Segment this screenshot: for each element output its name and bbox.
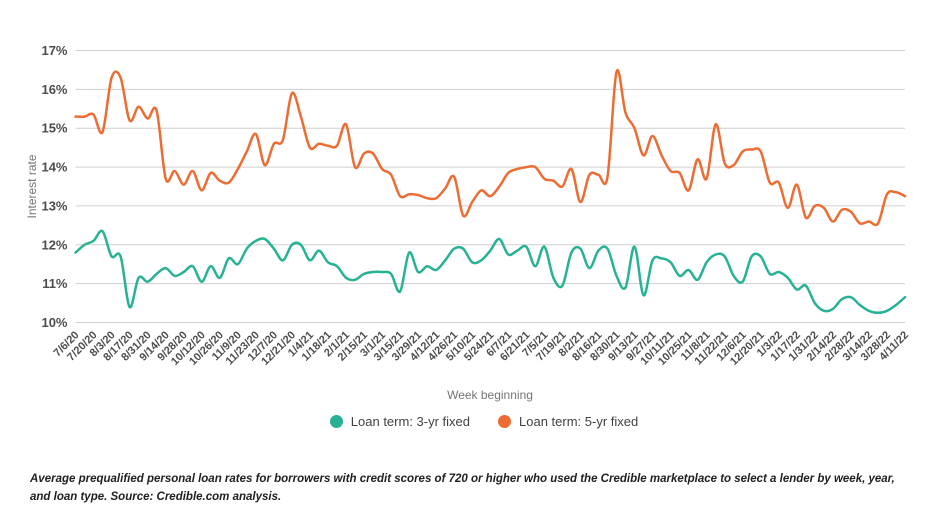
chart-plot-area: 10% 11% 12% 13% 14% 15% 16% 17% 7/6/207/20/208/… xyxy=(25,43,912,402)
y-axis-title: Interest rate xyxy=(25,154,39,218)
chart-legend: Loan term: 3-yr fixed Loan term: 5-yr fi… xyxy=(18,414,932,429)
x-tick-labels: 7/6/207/20/208/3/208/17/208/31/209/14/20… xyxy=(52,329,912,368)
y-tick-label: 13% xyxy=(41,198,67,213)
y-tick-label: 15% xyxy=(41,121,67,136)
x-axis-title: Week beginning xyxy=(447,388,533,402)
legend-label-5yr: Loan term: 5-yr fixed xyxy=(519,414,639,429)
legend-item-3yr-fixed: Loan term: 3-yr fixed xyxy=(329,414,470,429)
line-5yr-fixed xyxy=(74,68,907,227)
y-tick-label: 10% xyxy=(41,315,67,330)
series-lines xyxy=(74,68,907,315)
line-3yr-fixed xyxy=(74,229,907,315)
chart-caption: Average prequalified personal loan rates… xyxy=(30,473,895,504)
legend-dot-3yr-icon xyxy=(329,415,343,428)
y-tick-labels: 10% 11% 12% 13% 14% 15% 16% 17% xyxy=(41,43,67,330)
legend-item-5yr-fixed: Loan term: 5-yr fixed xyxy=(498,414,638,429)
y-gridlines xyxy=(75,50,905,323)
y-tick-label: 11% xyxy=(42,276,68,291)
legend-dot-5yr-icon xyxy=(498,415,511,428)
y-tick-label: 16% xyxy=(41,82,67,97)
legend-label-3yr: Loan term: 3-yr fixed xyxy=(350,414,470,429)
y-tick-label: 12% xyxy=(41,237,67,252)
y-tick-label: 14% xyxy=(41,160,67,175)
y-tick-label: 17% xyxy=(41,43,67,58)
